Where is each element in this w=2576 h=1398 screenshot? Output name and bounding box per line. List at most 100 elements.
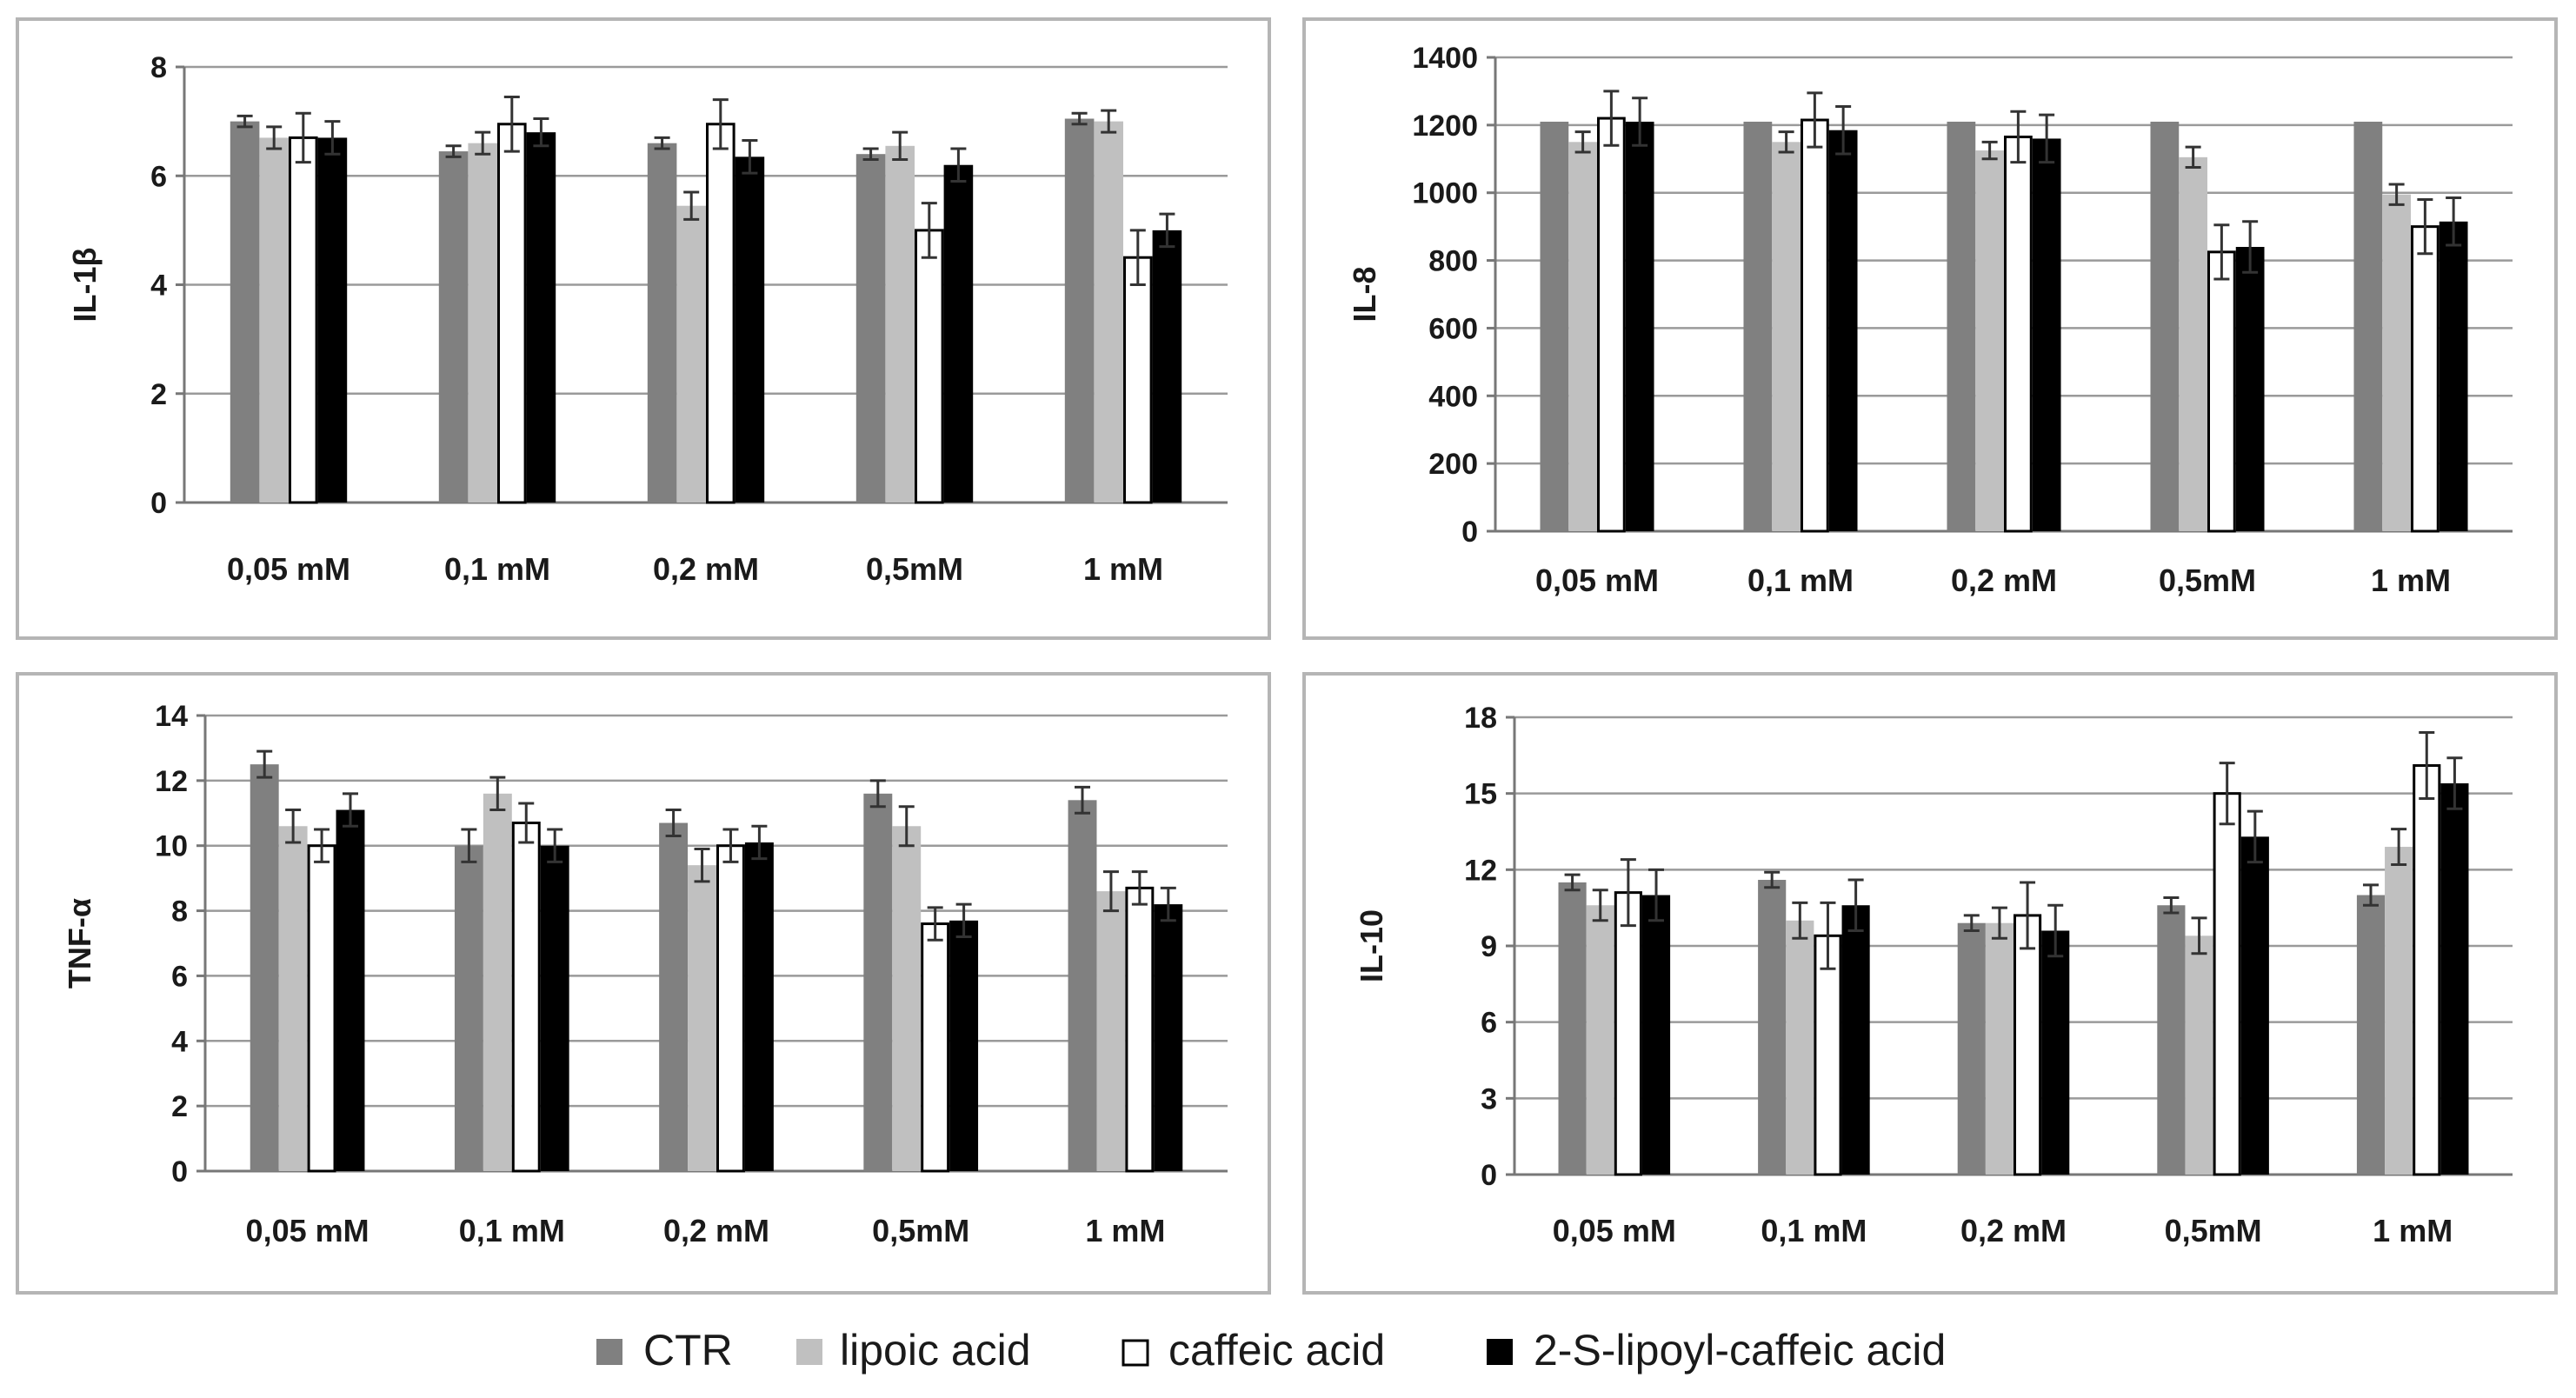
y-tick-label: 600 (1428, 312, 1478, 345)
x-category-label: 0,2 mM (663, 1213, 769, 1248)
bar-caffeic-acid (1801, 118, 1829, 533)
bar-lipoic-acid (1586, 905, 1614, 1175)
bar-caffeic-acid (2014, 914, 2042, 1176)
x-category-label: 1 mM (2373, 1213, 2453, 1248)
y-tick-label: 1400 (1412, 42, 1478, 75)
bar-lipoic-acid (1985, 922, 2014, 1175)
bar-lipoyl-caffeic-acid (744, 842, 774, 1171)
bar-lipoic-acid (2382, 194, 2411, 532)
bar-lipoyl-caffeic-acid (2041, 930, 2070, 1175)
bar-ctr (454, 845, 483, 1171)
y-tick-label: 1200 (1412, 110, 1478, 143)
y-tick-label: 15 (1464, 778, 1497, 811)
bar-lipoyl-caffeic-acid (2440, 782, 2469, 1175)
y-tick-label: 8 (171, 895, 188, 929)
panel-frame (1302, 672, 2558, 1295)
bar-ctr (2150, 121, 2180, 531)
bar-ctr (230, 121, 260, 503)
x-category-label: 0,2 mM (653, 551, 759, 587)
bar-lipoic-acid (892, 826, 922, 1171)
x-category-label: 0,1 mM (444, 551, 550, 587)
bar-ctr (250, 764, 279, 1171)
y-axis-title: IL-1β (67, 248, 103, 323)
bar-ctr (2356, 895, 2386, 1175)
y-tick-label: 10 (155, 830, 188, 863)
bar-lipoyl-caffeic-acid (336, 809, 365, 1171)
y-tick-label: 8 (150, 51, 167, 84)
y-tick-label: 1000 (1412, 177, 1478, 210)
bar-lipoic-acid (1772, 142, 1801, 532)
bar-ctr (1758, 880, 1787, 1175)
bar-ctr (863, 793, 893, 1171)
x-category-label: 0,2 mM (1960, 1213, 2067, 1248)
bar-ctr (1540, 121, 1569, 531)
y-tick-label: 6 (1481, 1007, 1497, 1040)
y-axis-title: IL-8 (1347, 266, 1382, 322)
x-category-label: 0,2 mM (1951, 563, 2057, 598)
chart-panel-3: 0 2 4 6 8 10 12 14 TNF-α 0,05 mM 0,1 mM 0,2 mM 0,5mM… (16, 672, 1271, 1295)
bar-ctr (438, 151, 469, 503)
bar-caffeic-acid (2213, 792, 2241, 1176)
bar-lipoyl-caffeic-acid (317, 137, 348, 503)
legend-swatch-lipoic-acid (796, 1339, 822, 1365)
bar-lipoyl-caffeic-acid (1641, 895, 1671, 1175)
bar-lipoyl-caffeic-acid (2235, 247, 2265, 531)
bar-ctr (2157, 905, 2186, 1175)
bar-caffeic-acid (1614, 891, 1642, 1176)
y-tick-label: 12 (155, 765, 188, 798)
bar-caffeic-acid (2413, 764, 2441, 1176)
legend-swatch-ctr (596, 1339, 622, 1365)
x-category-label: 1 mM (1085, 1213, 1165, 1248)
panel-frame (16, 17, 1271, 640)
bar-lipoyl-caffeic-acid (2240, 836, 2269, 1175)
y-axis-title: TNF-α (62, 898, 97, 989)
x-category-label: 1 mM (1083, 551, 1163, 587)
legend: CTR lipoic acid caffeic acid 2-S-lipoyl-… (596, 1326, 1946, 1375)
bar-caffeic-acid (511, 822, 541, 1173)
bar-caffeic-acid (2411, 225, 2440, 533)
x-category-label: 0,05 mM (1535, 563, 1659, 598)
y-tick-label: 12 (1464, 854, 1497, 887)
bar-lipoyl-caffeic-acid (2032, 138, 2061, 531)
bar-lipoic-acid (1975, 150, 2004, 531)
bar-ctr (2353, 121, 2383, 531)
x-category-label: 0,5mM (2159, 563, 2256, 598)
y-tick-label: 14 (155, 700, 188, 733)
x-category-label: 0,05 mM (1553, 1213, 1676, 1248)
bar-caffeic-acid (307, 844, 336, 1173)
y-tick-label: 400 (1428, 380, 1478, 413)
panel-frame (16, 672, 1271, 1295)
x-category-label: 0,1 mM (1747, 563, 1854, 598)
bar-caffeic-acid (716, 844, 745, 1173)
bar-caffeic-acid (1597, 116, 1626, 533)
bar-lipoyl-caffeic-acid (1152, 230, 1182, 503)
x-category-label: 0,5mM (2165, 1213, 2262, 1248)
bar-lipoic-acid (1786, 920, 1814, 1175)
x-category-label: 0,05 mM (246, 1213, 369, 1248)
bar-lipoyl-caffeic-acid (2439, 221, 2468, 531)
bar-lipoic-acid (2179, 156, 2207, 531)
y-tick-label: 2 (171, 1090, 188, 1123)
bar-lipoic-acid (676, 205, 706, 503)
bar-lipoyl-caffeic-acid (526, 132, 556, 503)
bar-ctr (659, 822, 689, 1171)
bar-lipoic-acid (2385, 847, 2413, 1175)
y-tick-label: 800 (1428, 245, 1478, 278)
bar-caffeic-acid (1814, 934, 1842, 1176)
bar-lipoic-acid (278, 826, 308, 1171)
x-category-label: 0,5mM (866, 551, 963, 587)
chart-panel-1: 0 2 4 6 8 IL-1β 0,05 mM 0,1 mM 0,2 mM 0,5mM 1 mM (16, 17, 1271, 640)
bar-lipoic-acid (468, 143, 497, 503)
bar-caffeic-acid (2004, 135, 2033, 533)
legend-swatch-caffeic-acid (1122, 1339, 1149, 1367)
legend-label-ctr: CTR (643, 1326, 733, 1375)
y-axis-title: IL-10 (1354, 909, 1389, 982)
bar-lipoic-acid (885, 145, 915, 503)
y-tick-label: 9 (1481, 930, 1497, 963)
y-tick-label: 18 (1464, 702, 1497, 735)
bar-lipoic-acid (688, 865, 716, 1171)
y-tick-label: 4 (171, 1025, 188, 1058)
bar-ctr (855, 154, 886, 503)
bar-lipoyl-caffeic-acid (1841, 905, 1870, 1175)
